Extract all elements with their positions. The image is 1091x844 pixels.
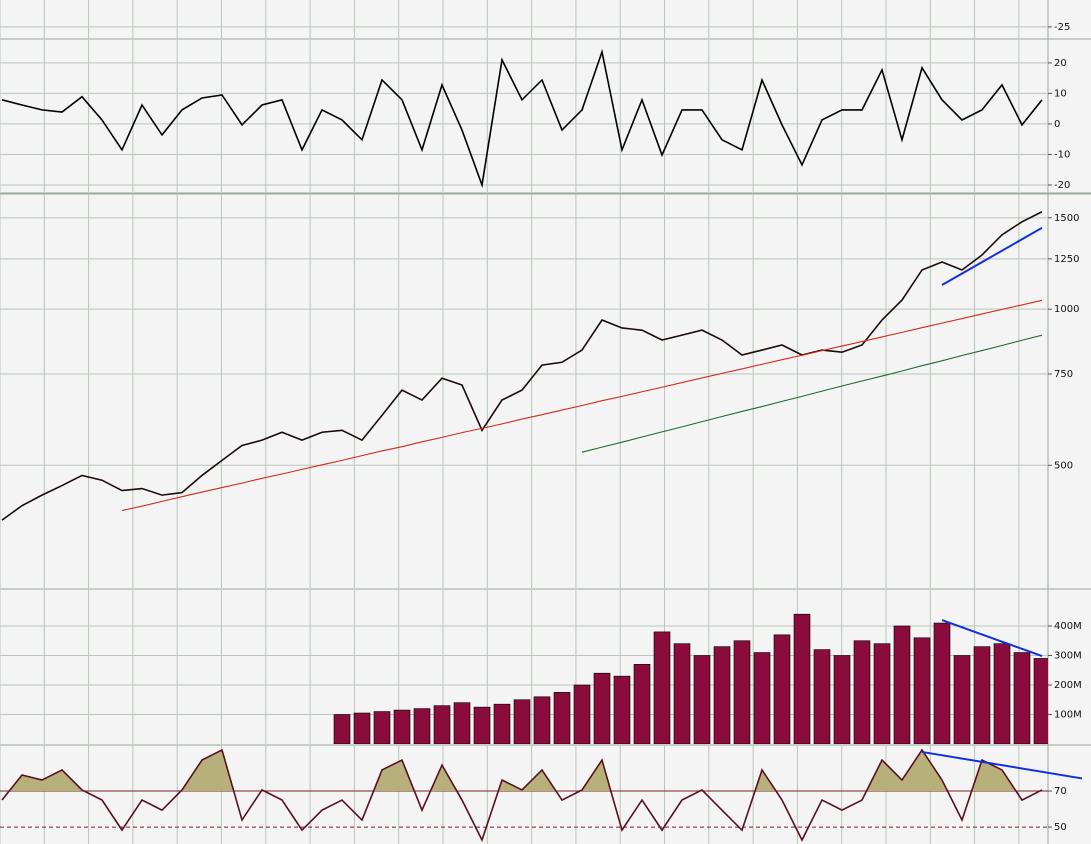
volume-bar (353, 712, 371, 744)
volume-bar (1013, 652, 1031, 744)
y-tick-label: 1000 (1054, 304, 1079, 315)
panel (0, 748, 1048, 843)
panel (0, 613, 1048, 744)
series-line (581, 334, 1043, 453)
trend-line (921, 750, 1083, 780)
volume-bar (673, 643, 691, 744)
y-tick-label: 200M (1054, 680, 1082, 691)
volume-bar (453, 702, 471, 744)
volume-bar (953, 655, 971, 744)
volume-bar (633, 664, 651, 744)
y-tick-label: 300M (1054, 650, 1082, 661)
volume-bar (993, 643, 1011, 744)
volume-bar (493, 703, 511, 744)
y-tick-label: 500 (1054, 460, 1073, 471)
series-line (121, 299, 1043, 512)
y-tick-label: 400M (1054, 621, 1082, 632)
volume-bar (713, 646, 731, 744)
volume-bar (473, 706, 491, 744)
volume-bar (913, 637, 931, 744)
panel (0, 211, 1048, 521)
y-tick-label: 1250 (1054, 254, 1079, 265)
y-tick-label: -20 (1054, 180, 1070, 191)
y-tick-label: 10 (1054, 88, 1067, 99)
overbought-area (9, 749, 1042, 792)
volume-bar (813, 649, 831, 744)
volume-bar (433, 705, 451, 744)
y-tick-label: 750 (1054, 369, 1073, 380)
volume-bar (413, 708, 431, 744)
volume-bar (593, 672, 611, 744)
panel (0, 48, 1048, 189)
volume-bar (573, 684, 591, 744)
series-line (1, 748, 1043, 843)
volume-bar (733, 640, 751, 744)
series-line (1, 48, 1043, 189)
volume-bar (653, 631, 671, 744)
volume-bar (973, 646, 991, 744)
volume-bar (613, 675, 631, 744)
y-tick-label: 70 (1054, 786, 1067, 797)
volume-bar (773, 634, 791, 744)
series-line (1, 211, 1043, 521)
volume-bar (793, 613, 811, 744)
volume-bar (933, 622, 951, 744)
volume-bar (373, 711, 391, 744)
y-tick-label: 100M (1054, 709, 1082, 720)
volume-bar (553, 692, 571, 744)
y-tick-label: -10 (1054, 149, 1070, 160)
trend-line (941, 619, 1043, 658)
volume-bar (853, 640, 871, 744)
y-tick-label: -25 (1054, 22, 1070, 33)
volume-bar (873, 643, 891, 744)
y-tick-label: 0 (1054, 119, 1060, 130)
y-tick-label: 1500 (1054, 213, 1079, 224)
volume-bar (893, 625, 911, 744)
volume-bar (693, 655, 711, 744)
y-tick-label: 20 (1054, 58, 1067, 69)
volume-bar (1033, 658, 1048, 744)
volume-bar (513, 699, 531, 744)
volume-bar (393, 709, 411, 744)
volume-bar (833, 655, 851, 744)
volume-bar (333, 714, 351, 744)
y-tick-label: 50 (1054, 822, 1067, 833)
volume-bar (533, 696, 551, 744)
trend-line (941, 226, 1043, 286)
volume-bar (753, 652, 771, 744)
